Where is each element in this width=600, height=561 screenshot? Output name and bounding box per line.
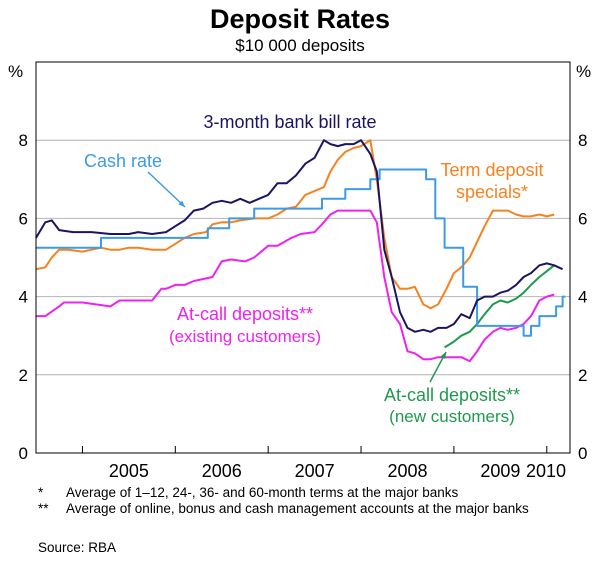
x-tick-label: 2008 — [387, 461, 427, 481]
y-axis-unit-left: % — [8, 62, 24, 81]
footnote-1-mark: * — [38, 485, 44, 500]
y-axis-unit-right: % — [576, 62, 592, 81]
y-tick-label-right: 8 — [578, 131, 587, 150]
y-tick-label-left: 8 — [19, 131, 28, 150]
label-term-line2: specials* — [456, 182, 528, 202]
label-existing-line1: At-call deposits** — [177, 304, 313, 324]
y-tick-label-left: 2 — [19, 366, 28, 385]
y-tick-label-left: 6 — [19, 209, 28, 228]
series-line-cash — [36, 168, 566, 337]
source-note: Source: RBA — [38, 540, 117, 555]
footnote-1: * Average of 1–12, 24-, 36- and 60-month… — [38, 485, 578, 501]
footnotes: * Average of 1–12, 24-, 36- and 60-month… — [38, 485, 578, 517]
new-customers-arrow-head — [440, 352, 446, 359]
footnote-2-mark: ** — [38, 501, 49, 516]
series-line-existing — [36, 209, 555, 363]
label-cash-rate: Cash rate — [84, 151, 162, 171]
x-tick-label: 2010 — [526, 461, 566, 481]
x-tick-label: 2006 — [202, 461, 242, 481]
footnote-2: ** Average of online, bonus and cash man… — [38, 501, 578, 517]
series-line-newcust — [444, 264, 555, 349]
y-tick-label-left: 0 — [19, 444, 28, 463]
x-tick-label: 2005 — [109, 461, 149, 481]
chart-subtitle: $10 000 deposits — [235, 36, 365, 55]
y-tick-label-left: 4 — [19, 288, 28, 307]
plot-frame — [35, 61, 571, 454]
footnote-2-text: Average of online, bonus and cash manage… — [66, 501, 529, 516]
label-existing-line2: (existing customers) — [169, 327, 321, 346]
y-tick-label-right: 4 — [578, 288, 587, 307]
label-new-line2: (new customers) — [389, 407, 515, 426]
footnote-1-text: Average of 1–12, 24-, 36- and 60-month t… — [66, 485, 459, 500]
y-tick-label-right: 2 — [578, 366, 587, 385]
cash-rate-arrow-head — [178, 200, 185, 207]
series-line-term — [35, 139, 555, 310]
cash-rate-arrow — [147, 171, 186, 208]
x-tick-label: 2009 — [480, 461, 520, 481]
label-new-line1: At-call deposits** — [384, 385, 520, 405]
chart-title: Deposit Rates — [209, 4, 391, 34]
series-line-bill — [35, 139, 564, 333]
label-term-line1: Term deposit — [440, 160, 543, 180]
y-tick-label-right: 0 — [578, 444, 587, 463]
x-tick-label: 2007 — [295, 461, 335, 481]
label-bank-bill: 3-month bank bill rate — [203, 112, 376, 132]
y-tick-label-right: 6 — [578, 209, 587, 228]
